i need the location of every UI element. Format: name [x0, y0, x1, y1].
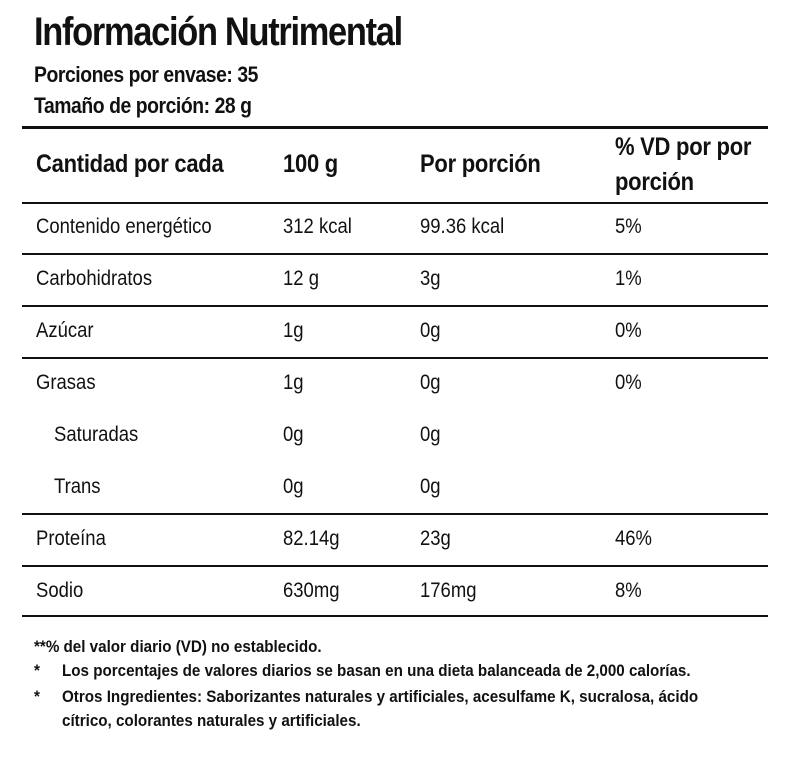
row-divider — [22, 565, 768, 567]
row-value-daily-value: 46% — [615, 527, 652, 550]
row-divider — [22, 513, 768, 515]
column-header-per-100g: 100 g — [283, 150, 338, 178]
row-value-per-100g: 312 kcal — [283, 215, 352, 238]
row-value-per-100g: 0g — [283, 423, 304, 446]
footnote-asterisk: * — [34, 662, 40, 680]
row-value-daily-value: 8% — [615, 579, 642, 602]
row-label: Proteína — [36, 527, 106, 550]
row-value-per-100g: 630mg — [283, 579, 340, 602]
row-value-per-100g: 12 g — [283, 267, 319, 290]
header-divider — [22, 202, 768, 204]
row-value-daily-value: 5% — [615, 215, 642, 238]
row-value-per-serving: 176mg — [420, 579, 477, 602]
row-label: Trans — [54, 475, 101, 498]
footnote-diet-basis: Los porcentajes de valores diarios se ba… — [62, 662, 691, 680]
row-label: Contenido energético — [36, 215, 212, 238]
row-divider — [22, 357, 768, 359]
label-title: Información Nutrimental — [34, 10, 403, 54]
row-value-daily-value: 0% — [615, 371, 642, 394]
column-header-daily-value-line1: % VD por por — [615, 133, 752, 161]
row-label: Azúcar — [36, 319, 94, 342]
row-value-per-serving: 0g — [420, 319, 441, 342]
row-value-per-100g: 1g — [283, 371, 304, 394]
row-value-per-serving: 0g — [420, 475, 441, 498]
row-label: Carbohidratos — [36, 267, 153, 290]
bottom-divider — [22, 615, 768, 617]
footnote-ingredients-line2: cítrico, colorantes naturales y artifici… — [62, 712, 361, 730]
row-value-per-serving: 0g — [420, 371, 441, 394]
row-value-per-serving: 0g — [420, 423, 441, 446]
serving-size: Tamaño de porción: 28 g — [34, 93, 252, 118]
row-divider — [22, 253, 768, 255]
footnote-asterisk: * — [34, 688, 40, 706]
row-label: Grasas — [36, 371, 96, 394]
row-label: Saturadas — [54, 423, 139, 446]
row-divider — [22, 305, 768, 307]
row-label: Sodio — [36, 579, 84, 602]
column-header-per-serving: Por porción — [420, 150, 541, 178]
row-value-per-100g: 82.14g — [283, 527, 340, 550]
column-header-amount: Cantidad por cada — [36, 150, 224, 178]
row-value-daily-value: 0% — [615, 319, 642, 342]
top-thick-divider — [22, 126, 768, 129]
row-value-per-100g: 1g — [283, 319, 304, 342]
row-value-daily-value: 1% — [615, 267, 642, 290]
footnote-ingredients-line1: Otros Ingredientes: Saborizantes natural… — [62, 688, 699, 706]
row-value-per-100g: 0g — [283, 475, 304, 498]
servings-per-container: Porciones por envase: 35 — [34, 62, 259, 87]
column-header-daily-value-line2: porción — [615, 168, 694, 196]
footnote-daily-value: **% del valor diario (VD) no establecido… — [34, 638, 322, 656]
row-value-per-serving: 23g — [420, 527, 451, 550]
row-value-per-serving: 99.36 kcal — [420, 215, 505, 238]
row-value-per-serving: 3g — [420, 267, 441, 290]
